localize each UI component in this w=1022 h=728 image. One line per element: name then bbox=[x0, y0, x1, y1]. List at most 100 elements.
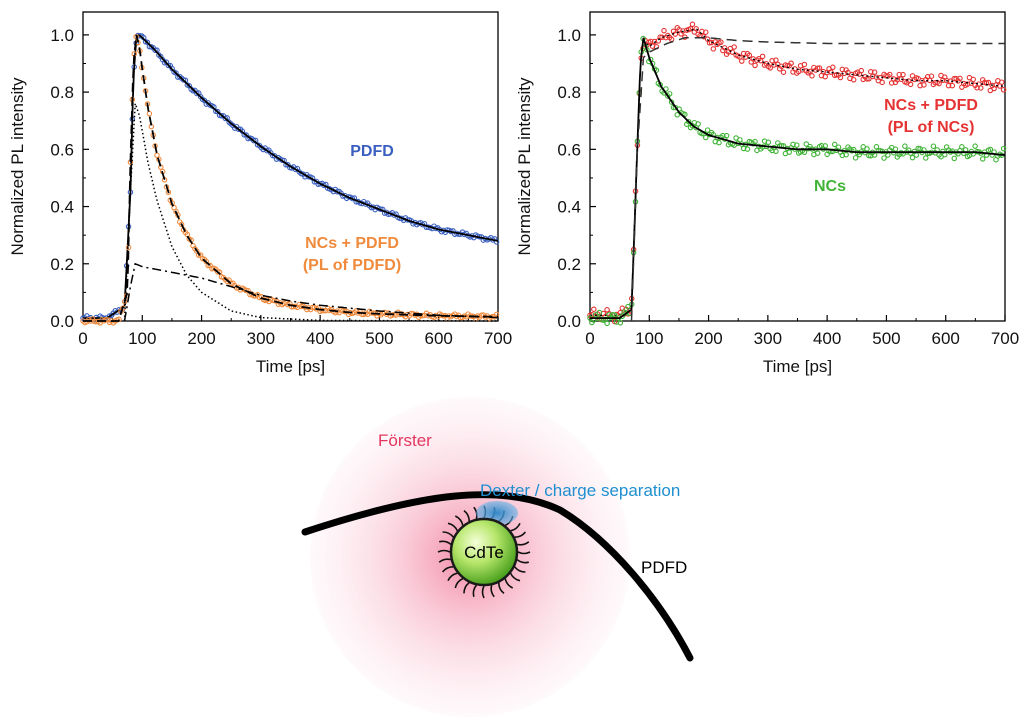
y-tick-label: 0.4 bbox=[557, 198, 581, 217]
data-point bbox=[822, 73, 828, 80]
data-point bbox=[152, 47, 158, 53]
series-label: PDFD bbox=[350, 143, 394, 160]
ligand bbox=[454, 515, 464, 526]
x-tick-label: 100 bbox=[128, 329, 156, 348]
series-label: NCs + PDFD bbox=[305, 235, 399, 252]
data-point bbox=[710, 46, 717, 52]
data-point bbox=[625, 303, 631, 310]
x-tick-label: 600 bbox=[932, 329, 960, 348]
fit-line bbox=[83, 34, 498, 322]
polymer-label: PDFD bbox=[641, 558, 687, 577]
ligand bbox=[516, 558, 529, 564]
data-point bbox=[786, 149, 792, 155]
data-point bbox=[243, 287, 249, 294]
data-point bbox=[816, 65, 823, 71]
data-point bbox=[767, 65, 773, 71]
data-point bbox=[850, 77, 857, 83]
component-line bbox=[630, 37, 1005, 322]
data-point bbox=[716, 139, 722, 146]
data-point bbox=[894, 76, 901, 83]
component-line bbox=[123, 103, 498, 322]
data-point bbox=[623, 310, 629, 316]
data-point bbox=[687, 25, 694, 32]
y-tick-label: 0.2 bbox=[50, 255, 74, 274]
data-point bbox=[685, 118, 692, 125]
data-point bbox=[896, 71, 902, 78]
data-point bbox=[886, 71, 893, 78]
y-axis-label: Normalized PL intensity bbox=[515, 77, 534, 255]
data-point bbox=[814, 150, 821, 156]
data-point bbox=[858, 67, 865, 74]
data-point bbox=[788, 60, 794, 67]
data-point bbox=[739, 58, 745, 64]
data-point bbox=[721, 45, 728, 51]
data-point bbox=[831, 141, 838, 148]
data-point bbox=[731, 44, 737, 50]
data-point bbox=[493, 311, 500, 318]
ligand bbox=[517, 551, 531, 555]
data-point bbox=[765, 139, 772, 146]
data-point bbox=[729, 49, 736, 55]
data-point bbox=[871, 69, 878, 75]
data-point bbox=[959, 144, 965, 150]
data-point bbox=[909, 154, 916, 161]
data-point bbox=[744, 146, 751, 152]
data-point bbox=[737, 137, 743, 143]
data-point bbox=[704, 127, 711, 133]
data-point bbox=[900, 71, 906, 78]
data-point bbox=[218, 113, 225, 119]
ligand bbox=[454, 577, 464, 589]
cdte-nanocrystal bbox=[449, 517, 519, 587]
data-point bbox=[921, 82, 927, 88]
data-point bbox=[702, 134, 709, 141]
x-tick-label: 500 bbox=[365, 329, 393, 348]
ligand bbox=[442, 531, 455, 538]
data-point bbox=[591, 306, 597, 312]
x-tick-label: 500 bbox=[872, 329, 900, 348]
nanocrystal-label: CdTe bbox=[464, 543, 504, 562]
ligand bbox=[447, 572, 458, 582]
data-point bbox=[689, 21, 696, 28]
data-point bbox=[822, 143, 828, 149]
ligand bbox=[490, 584, 495, 598]
ligand bbox=[513, 566, 526, 573]
x-tick-label: 300 bbox=[754, 329, 782, 348]
data-point bbox=[835, 144, 842, 150]
pdfd-polymer-chain bbox=[301, 491, 694, 662]
data-point bbox=[668, 99, 675, 105]
data-point bbox=[759, 53, 766, 60]
data-point bbox=[718, 39, 724, 45]
ligand bbox=[481, 585, 485, 599]
data-point bbox=[943, 77, 950, 84]
data-point bbox=[830, 64, 836, 71]
x-tick-label: 0 bbox=[585, 329, 594, 348]
data-point bbox=[928, 73, 935, 79]
series-label: NCs + PDFD bbox=[884, 97, 978, 114]
data-point bbox=[165, 62, 172, 69]
data-point bbox=[133, 33, 139, 40]
data-point bbox=[930, 143, 937, 149]
ligand bbox=[437, 549, 451, 553]
y-tick-label: 0.8 bbox=[557, 83, 581, 102]
y-tick-label: 0.6 bbox=[50, 140, 74, 159]
data-point bbox=[987, 146, 994, 153]
data-point bbox=[773, 148, 779, 155]
x-tick-label: 200 bbox=[694, 329, 722, 348]
y-tick-label: 0.0 bbox=[557, 312, 581, 331]
ligand bbox=[510, 522, 521, 532]
data-point bbox=[985, 79, 992, 86]
series-label: NCs bbox=[814, 178, 846, 195]
data-point bbox=[866, 76, 872, 82]
data-point bbox=[794, 142, 800, 148]
data-point bbox=[907, 81, 914, 88]
data-point bbox=[879, 79, 885, 86]
x-tick-label: 300 bbox=[247, 329, 275, 348]
y-tick-label: 1.0 bbox=[557, 26, 581, 45]
data-point bbox=[493, 239, 500, 245]
y-tick-label: 1.0 bbox=[50, 26, 74, 45]
ligand bbox=[438, 558, 452, 563]
dexter-label: Dexter / charge separation bbox=[480, 481, 680, 500]
y-tick-label: 0.8 bbox=[50, 83, 74, 102]
data-point bbox=[936, 80, 942, 87]
